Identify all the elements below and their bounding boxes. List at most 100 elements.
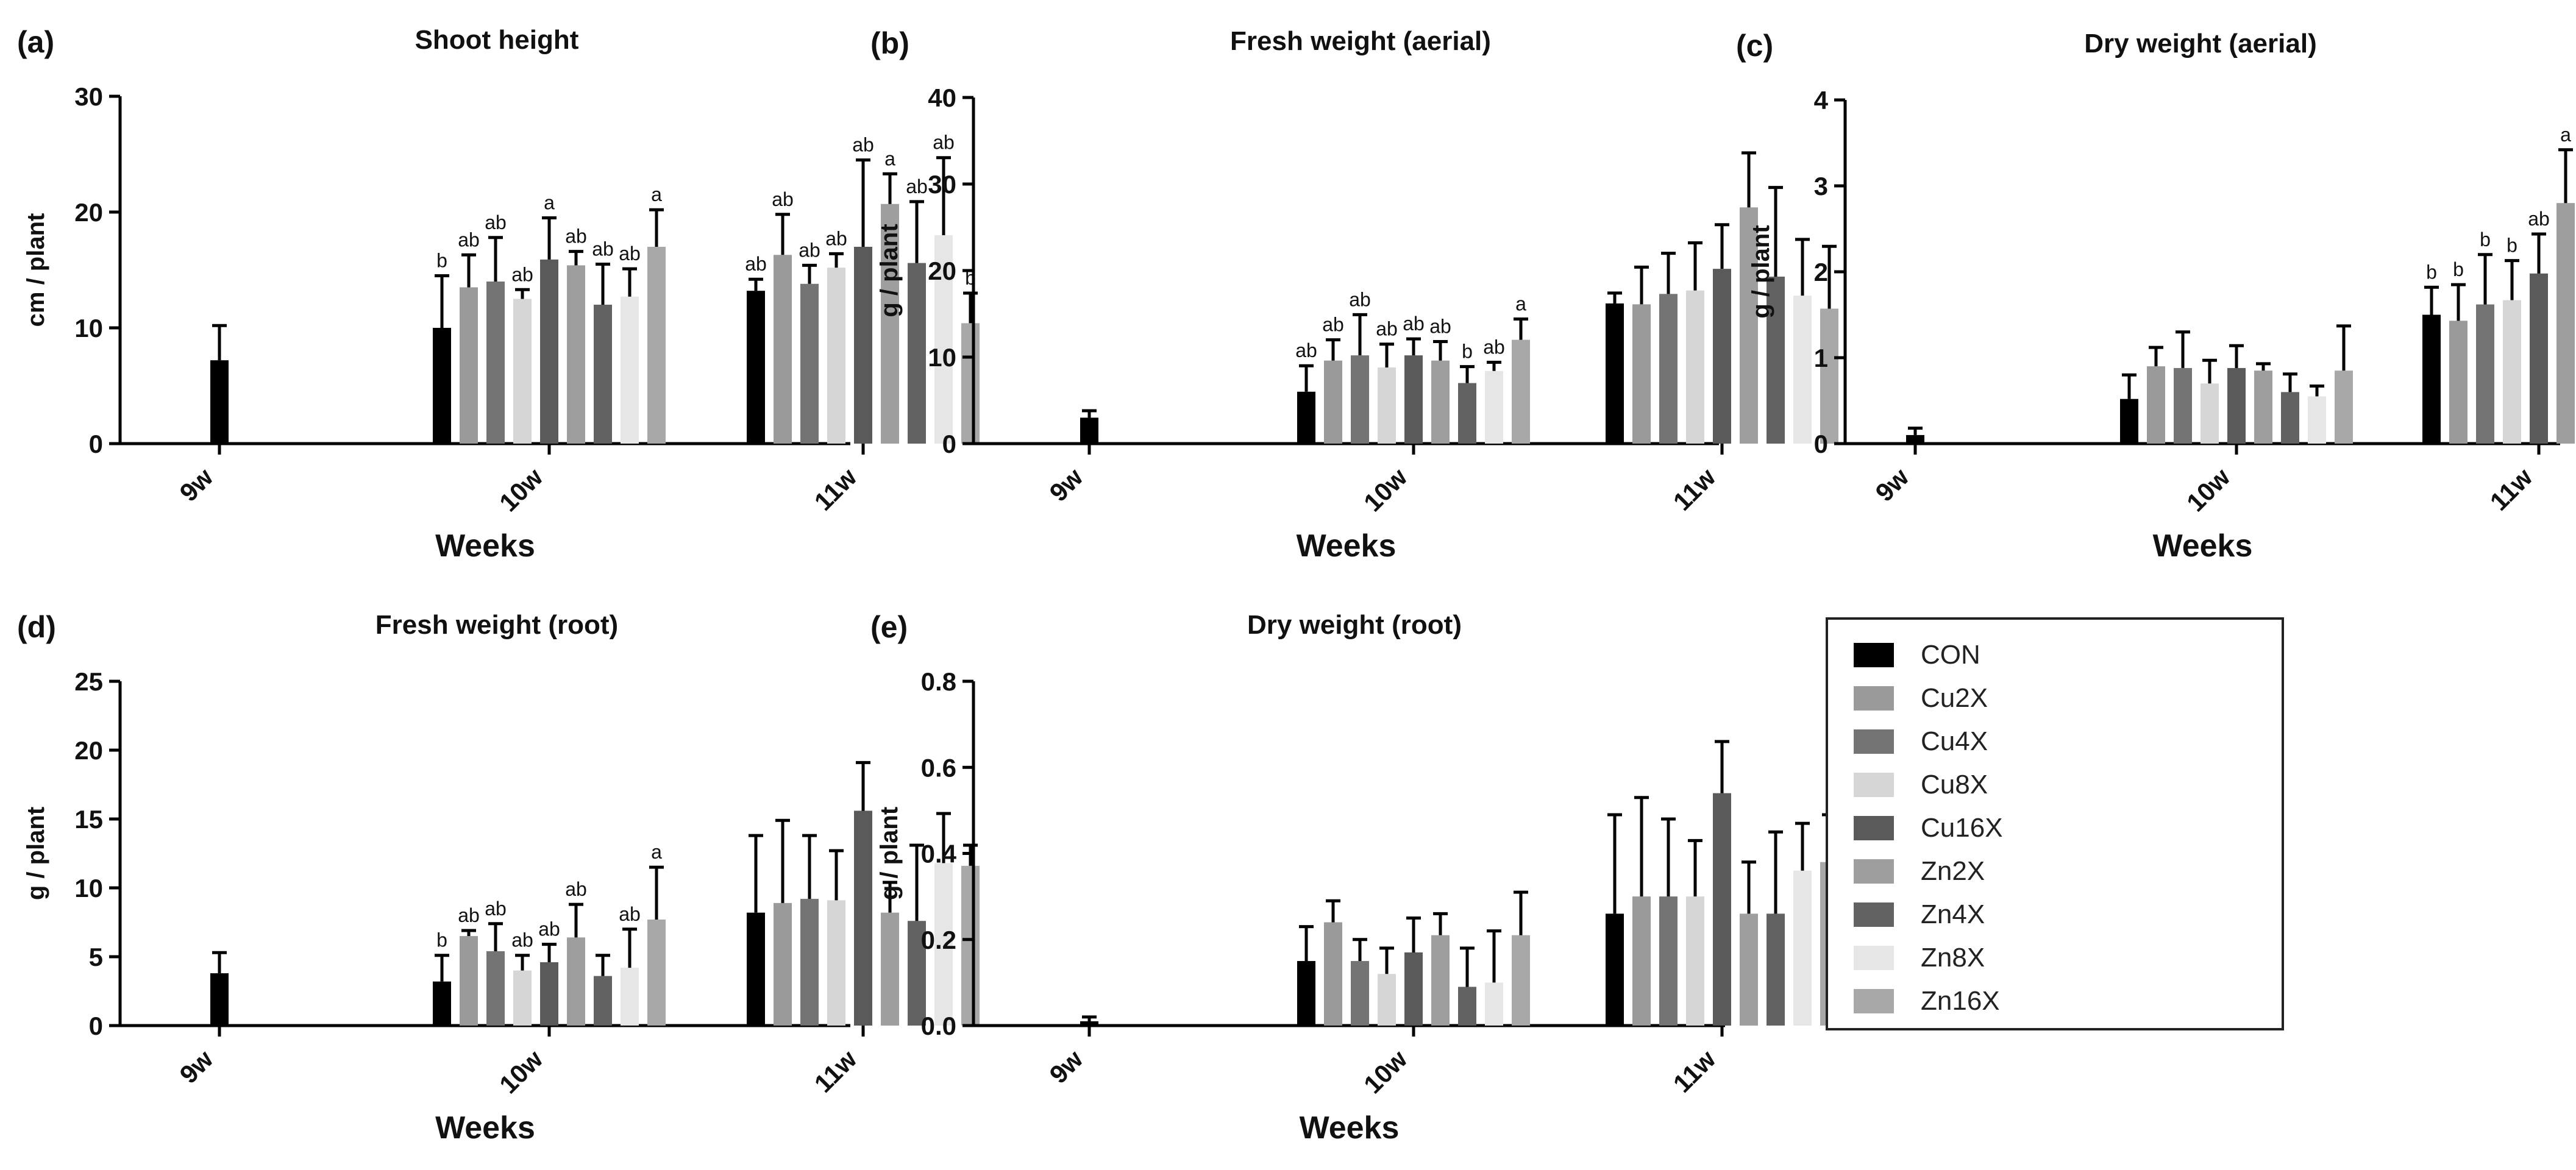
bar <box>961 323 980 444</box>
bar <box>747 291 765 444</box>
bar <box>460 287 478 444</box>
bar <box>1404 355 1423 444</box>
bar <box>647 919 666 1026</box>
bar <box>2449 321 2467 444</box>
significance-label: ab <box>458 904 480 926</box>
legend-item: Zn8X <box>1854 940 1985 976</box>
y-axis-label: g / plant <box>23 807 49 900</box>
legend-item: Cu16X <box>1854 810 2003 846</box>
significance-label: ab <box>1376 318 1398 340</box>
x-tick-label: 10w <box>494 1044 549 1099</box>
legend-item: Zn4X <box>1854 896 1985 933</box>
y-tick-label: 0 <box>1814 430 1828 458</box>
significance-label: ab <box>565 878 587 900</box>
bar <box>567 265 585 444</box>
bar <box>827 268 845 444</box>
significance-label: ab <box>619 243 641 264</box>
legend-label: Zn16X <box>1921 986 2000 1016</box>
significance-label: ab <box>825 227 847 249</box>
significance-label: ab <box>511 929 533 951</box>
bar <box>567 937 585 1026</box>
bar <box>1080 1021 1098 1026</box>
bar <box>1297 961 1315 1026</box>
legend-label: CON <box>1921 640 1980 670</box>
legend-swatch <box>1854 859 1894 884</box>
bar <box>2201 383 2219 444</box>
bar <box>1378 974 1396 1026</box>
y-tick-label: 10 <box>74 874 103 902</box>
x-tick-label: 9w <box>1870 463 1915 507</box>
legend-label: Zn8X <box>1921 943 1985 973</box>
bar <box>1404 952 1423 1026</box>
panel-label: (a) <box>17 25 54 59</box>
legend-item: Zn2X <box>1854 853 1985 890</box>
significance-label: ab <box>1483 336 1505 358</box>
y-tick-label: 20 <box>74 736 103 765</box>
legend-label: Cu2X <box>1921 683 1988 713</box>
bar <box>881 912 899 1026</box>
significance-label: ab <box>538 918 560 940</box>
significance-label: b <box>436 929 447 951</box>
significance-label: b <box>2507 235 2517 257</box>
significance-label: ab <box>511 263 533 285</box>
bar <box>1431 935 1450 1026</box>
x-axis-label: Weeks <box>435 1110 535 1146</box>
y-tick-label: 0.0 <box>921 1012 956 1040</box>
panel-label: (b) <box>870 26 909 60</box>
bar <box>1485 370 1503 444</box>
legend-label: Zn4X <box>1921 899 1985 929</box>
bar <box>647 247 666 444</box>
bar <box>2174 367 2192 444</box>
bar <box>1659 294 1678 444</box>
chart-title: Dry weight (aerial) <box>2084 29 2316 58</box>
legend-swatch <box>1854 686 1894 711</box>
significance-label: ab <box>592 238 614 260</box>
x-tick-label: 11w <box>2485 463 2538 516</box>
significance-label: ab <box>1322 314 1344 336</box>
significance-label: ab <box>1403 313 1425 335</box>
x-tick-label: 9w <box>174 1044 219 1089</box>
bar <box>1351 355 1369 444</box>
bar <box>1767 276 1785 444</box>
y-tick-label: 0 <box>89 1012 103 1040</box>
y-tick-label: 40 <box>928 83 956 112</box>
legend-label: Zn2X <box>1921 856 1985 886</box>
bar <box>1767 913 1785 1026</box>
y-tick-label: 0.8 <box>921 667 956 696</box>
chart-panel-2: (c) Dry weight (aerial) 0 1 2 3 4 g / plant Week… <box>1736 29 2575 564</box>
bar <box>486 951 505 1026</box>
chart-panel-3: (d) Fresh weight (root) 0 5 10 15 20 25 g / plan… <box>17 610 980 1146</box>
bar <box>210 973 229 1026</box>
bar <box>594 305 612 444</box>
y-axis-label: g / plant <box>876 807 903 900</box>
significance-label: ab <box>485 211 507 233</box>
bar <box>1606 303 1624 444</box>
legend-swatch <box>1854 816 1894 840</box>
bar <box>2254 370 2272 444</box>
bar <box>621 968 639 1026</box>
bar <box>1485 982 1503 1026</box>
bar <box>854 247 872 444</box>
x-tick-label: 11w <box>1668 463 1721 516</box>
panel-label: (e) <box>870 610 908 644</box>
y-tick-label: 3 <box>1814 172 1828 200</box>
chart-panel-4: (e) Dry weight (root) 0.0 0.2 0.4 0.6 0.8 g / p… <box>870 610 1838 1146</box>
bar <box>800 899 819 1026</box>
bar <box>433 981 451 1026</box>
y-tick-label: 30 <box>74 82 103 111</box>
bar <box>1297 391 1315 444</box>
bar <box>2503 300 2521 444</box>
x-tick-label: 11w <box>1668 1044 1721 1098</box>
legend-item: Cu2X <box>1854 680 1988 717</box>
bar <box>1659 896 1678 1026</box>
x-tick-label: 9w <box>1044 463 1089 507</box>
legend-swatch <box>1854 989 1894 1013</box>
bar <box>433 328 451 444</box>
y-axis-label: cm / plant <box>23 213 49 327</box>
significance-label: ab <box>1429 315 1451 337</box>
y-tick-label: 0 <box>942 430 956 458</box>
bar <box>774 902 792 1026</box>
bar <box>540 962 558 1026</box>
x-tick-label: 10w <box>1358 463 1413 517</box>
y-tick-label: 25 <box>74 667 103 696</box>
